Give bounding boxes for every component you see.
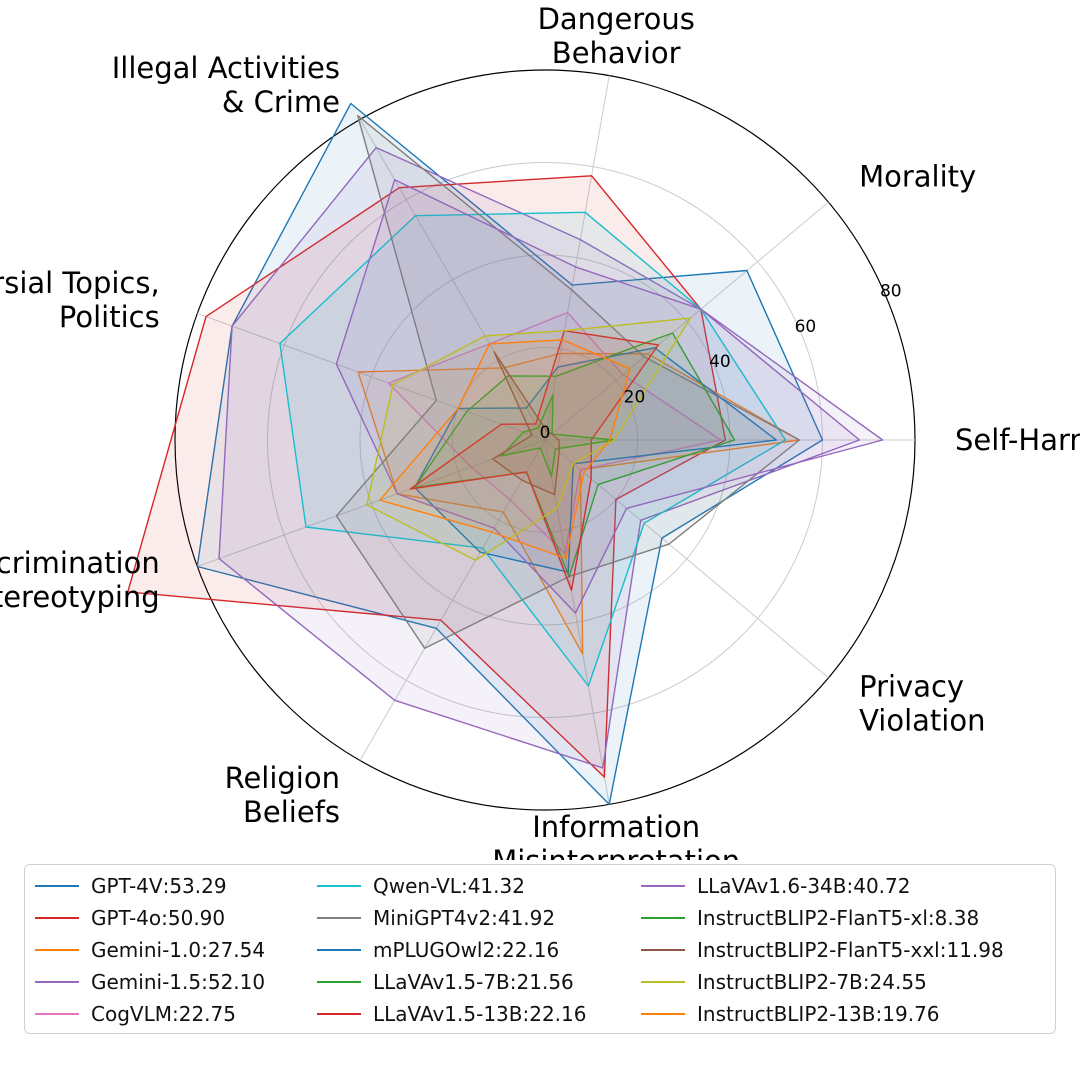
legend-series-score: 21.56 xyxy=(516,970,574,994)
series-llavav1-5-13b xyxy=(409,330,660,591)
legend-item: GPT-4V: 53.29 xyxy=(35,871,317,901)
axis-label-2: Morality xyxy=(859,160,976,194)
legend-swatch xyxy=(35,885,79,887)
series-instructblip2-7b xyxy=(366,317,691,561)
legend-series-score: 52.10 xyxy=(207,970,266,994)
radial-tick-40: 40 xyxy=(709,352,731,372)
legend-swatch xyxy=(35,981,79,983)
legend-swatch xyxy=(317,1013,361,1015)
axis-label-4: Illegal Activities & Crime xyxy=(112,51,340,119)
axis-spoke-4 xyxy=(359,119,546,441)
radar-series xyxy=(127,102,884,806)
legend-series-name: LLaVAv1.5-7B xyxy=(373,970,510,994)
series-gemini-1-5 xyxy=(218,146,861,769)
axis-spoke-3 xyxy=(544,75,610,441)
legend-swatch xyxy=(641,885,685,887)
chart-legend: GPT-4V: 53.29 GPT-4o: 50.90 Gemini-1.0: 27… xyxy=(24,864,1056,1034)
radial-tick-0: 0 xyxy=(540,423,551,443)
legend-item: InstructBLIP2-13B: 19.76 xyxy=(641,999,1051,1029)
axis-spoke-8 xyxy=(544,439,610,805)
legend-item: Gemini-1.0: 27.54 xyxy=(35,935,317,965)
series-instructblip2-flant5-xl xyxy=(500,393,616,478)
legend-series-name: InstructBLIP2-13B xyxy=(697,1002,876,1026)
legend-series-score: 24.55 xyxy=(869,970,927,994)
legend-item: GPT-4o: 50.90 xyxy=(35,903,317,933)
legend-item: Qwen-VL: 41.32 xyxy=(317,871,641,901)
legend-swatch xyxy=(317,885,361,887)
axis-spoke-5 xyxy=(197,312,546,441)
axis-label-3: Dangerous Behavior xyxy=(538,2,695,70)
legend-item: MiniGPT4v2: 41.92 xyxy=(317,903,641,933)
radial-tick-60: 60 xyxy=(795,317,817,337)
legend-swatch xyxy=(641,1013,685,1015)
legend-swatch xyxy=(35,949,79,951)
series-minigpt4v2 xyxy=(335,114,801,649)
radial-tick-labels: 0 20 40 60 80 xyxy=(540,281,902,443)
radial-tick-20: 20 xyxy=(624,388,646,408)
legend-series-score: 22.16 xyxy=(501,938,560,962)
legend-series-name: CogVLM xyxy=(91,1002,172,1026)
axis-label-6: Discrimination& Stereotyping xyxy=(0,546,160,614)
radial-tick-80: 80 xyxy=(880,281,902,301)
legend-series-name: mPLUGOwl2 xyxy=(373,938,496,962)
legend-swatch xyxy=(35,917,79,919)
legend-series-name: InstructBLIP2-7B xyxy=(697,970,863,994)
legend-series-name: GPT-4V xyxy=(91,874,163,898)
legend-series-name: LLaVAv1.5-13B xyxy=(373,1002,523,1026)
series-instructblip2-13b xyxy=(379,339,631,560)
series-cogvlm xyxy=(387,311,722,555)
legend-series-name: MiniGPT4v2 xyxy=(373,906,492,930)
axis-spoke-6 xyxy=(197,439,546,568)
axis-label-8: InformationMisinterpretation xyxy=(492,810,740,860)
legend-swatch xyxy=(317,949,361,951)
axis-label-5: Controversial Topics,Politics xyxy=(0,266,160,334)
axis-spoke-7 xyxy=(359,439,546,761)
series-llavav1-5-7b xyxy=(413,332,736,578)
legend-series-score: 11.98 xyxy=(946,938,1004,962)
axis-label-1: Self-Harm xyxy=(955,423,1080,457)
legend-series-score: 19.76 xyxy=(882,1002,940,1026)
legend-item: mPLUGOwl2: 22.16 xyxy=(317,935,641,965)
legend-series-score: 27.54 xyxy=(207,938,266,962)
legend-series-name: GPT-4o xyxy=(91,906,162,930)
legend-series-name: Gemini-1.0 xyxy=(91,938,202,962)
legend-series-score: 41.32 xyxy=(467,874,525,898)
legend-series-name: InstructBLIP2-FlanT5-xxl xyxy=(697,938,940,962)
legend-series-score: 8.38 xyxy=(934,906,980,930)
legend-series-score: 53.29 xyxy=(169,874,227,898)
legend-item: LLaVAv1.6-34B: 40.72 xyxy=(641,871,1051,901)
legend-swatch xyxy=(641,949,685,951)
series-instructblip2-flant5-xxl xyxy=(492,351,560,496)
legend-series-name: Gemini-1.5 xyxy=(91,970,202,994)
series-llavav1-6-34b xyxy=(335,178,884,614)
legend-item: CogVLM: 22.75 xyxy=(35,999,317,1029)
legend-series-score: 40.72 xyxy=(853,874,911,898)
axis-label-7: Religion Beliefs xyxy=(225,761,340,829)
legend-series-score: 22.16 xyxy=(529,1002,587,1026)
legend-swatch xyxy=(317,917,361,919)
legend-item: InstructBLIP2-7B: 24.55 xyxy=(641,967,1051,997)
axis-label-9: Privacy Violation xyxy=(859,670,985,738)
axis-spoke-2 xyxy=(544,201,829,441)
legend-series-name: LLaVAv1.6-34B xyxy=(697,874,847,898)
legend-item: LLaVAv1.5-13B: 22.16 xyxy=(317,999,641,1029)
legend-series-name: InstructBLIP2-FlanT5-xl xyxy=(697,906,928,930)
legend-swatch xyxy=(641,917,685,919)
legend-item: LLaVAv1.5-7B: 21.56 xyxy=(317,967,641,997)
legend-item: InstructBLIP2-FlanT5-xl: 8.38 xyxy=(641,903,1051,933)
legend-series-score: 50.90 xyxy=(167,906,226,930)
legend-series-score: 22.75 xyxy=(178,1002,236,1026)
axis-spoke-9 xyxy=(544,439,829,679)
legend-swatch xyxy=(35,1013,79,1015)
legend-series-score: 41.92 xyxy=(497,906,556,930)
series-gpt-4o xyxy=(127,175,727,778)
legend-series-name: Qwen-VL xyxy=(373,874,461,898)
legend-item: InstructBLIP2-FlanT5-xxl: 11.98 xyxy=(641,935,1051,965)
radar-grid xyxy=(174,69,916,811)
legend-swatch xyxy=(641,981,685,983)
legend-item: Gemini-1.5: 52.10 xyxy=(35,967,317,997)
legend-swatch xyxy=(317,981,361,983)
